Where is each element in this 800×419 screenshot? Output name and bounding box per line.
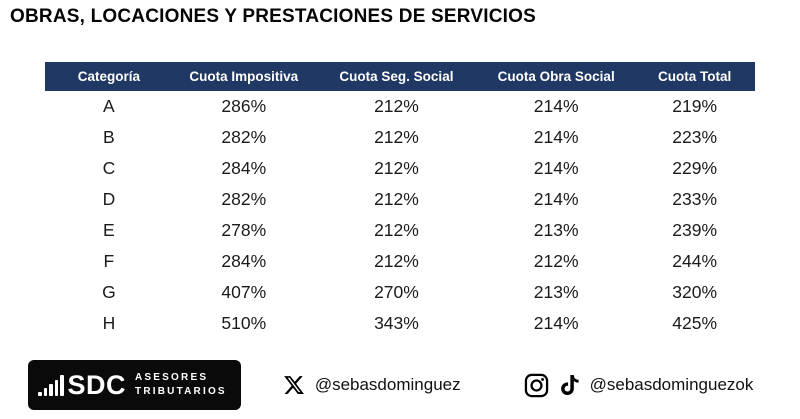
value-cell: 212% [478, 246, 635, 277]
value-cell: 282% [172, 184, 315, 215]
table-row: D 282% 212% 214% 233% [45, 184, 755, 215]
value-cell: 213% [478, 215, 635, 246]
value-cell: 213% [478, 277, 635, 308]
bar-chart-icon [38, 374, 64, 396]
value-cell: 214% [478, 91, 635, 122]
table-body: A 286% 212% 214% 219% B 282% 212% 214% 223% C 284% 2… [45, 91, 755, 339]
value-cell: 320% [634, 277, 755, 308]
value-cell: 278% [172, 215, 315, 246]
tiktok-icon [558, 373, 582, 397]
instagram-icon [523, 372, 550, 399]
ig-tiktok-social-block: @sebasdominguezok [523, 372, 754, 399]
table-row: B 282% 212% 214% 223% [45, 122, 755, 153]
value-cell: 425% [634, 308, 755, 339]
col-header-cuota-impositiva: Cuota Impositiva [172, 62, 315, 91]
value-cell: 233% [634, 184, 755, 215]
x-social-block: @sebasdominguez [283, 374, 461, 396]
table-row: E 278% 212% 213% 239% [45, 215, 755, 246]
footer: SDC ASESORES TRIBUTARIOS @sebasdominguez [28, 359, 753, 411]
value-cell: 229% [634, 153, 755, 184]
rates-table: Categoría Cuota Impositiva Cuota Seg. So… [45, 62, 755, 339]
value-cell: 244% [634, 246, 755, 277]
category-cell: A [45, 91, 173, 122]
value-cell: 510% [172, 308, 315, 339]
x-handle: @sebasdominguez [314, 375, 461, 394]
col-header-cuota-obra-social: Cuota Obra Social [478, 62, 635, 91]
logo-tagline-line2: TRIBUTARIOS [135, 386, 227, 397]
value-cell: 214% [478, 153, 635, 184]
value-cell: 219% [634, 91, 755, 122]
value-cell: 212% [314, 215, 479, 246]
table-row: A 286% 212% 214% 219% [45, 91, 755, 122]
table-header-row: Categoría Cuota Impositiva Cuota Seg. So… [45, 62, 755, 91]
sdc-logo: SDC ASESORES TRIBUTARIOS [28, 360, 241, 410]
value-cell: 239% [634, 215, 755, 246]
value-cell: 286% [172, 91, 315, 122]
category-cell: E [45, 215, 173, 246]
x-icon [283, 374, 305, 396]
value-cell: 212% [314, 153, 479, 184]
value-cell: 284% [172, 153, 315, 184]
value-cell: 214% [478, 122, 635, 153]
logo-tagline-line1: ASESORES [135, 372, 209, 383]
page-title: OBRAS, LOCACIONES Y PRESTACIONES DE SERV… [10, 6, 536, 27]
value-cell: 284% [172, 246, 315, 277]
value-cell: 223% [634, 122, 755, 153]
category-cell: H [45, 308, 173, 339]
category-cell: C [45, 153, 173, 184]
value-cell: 343% [314, 308, 479, 339]
logo-tagline: ASESORES TRIBUTARIOS [135, 371, 227, 399]
value-cell: 407% [172, 277, 315, 308]
value-cell: 270% [314, 277, 479, 308]
category-cell: D [45, 184, 173, 215]
value-cell: 212% [314, 91, 479, 122]
table-row: G 407% 270% 213% 320% [45, 277, 755, 308]
col-header-categoria: Categoría [45, 62, 173, 91]
table-row: C 284% 212% 214% 229% [45, 153, 755, 184]
value-cell: 282% [172, 122, 315, 153]
value-cell: 214% [478, 184, 635, 215]
category-cell: F [45, 246, 173, 277]
ig-tiktok-handle: @sebasdominguezok [589, 375, 754, 394]
col-header-cuota-total: Cuota Total [634, 62, 755, 91]
value-cell: 212% [314, 184, 479, 215]
category-cell: G [45, 277, 173, 308]
value-cell: 212% [314, 122, 479, 153]
col-header-cuota-seg-social: Cuota Seg. Social [314, 62, 479, 91]
category-cell: B [45, 122, 173, 153]
logo-brand-text: SDC [67, 369, 127, 400]
value-cell: 212% [314, 246, 479, 277]
table-row: F 284% 212% 212% 244% [45, 246, 755, 277]
value-cell: 214% [478, 308, 635, 339]
table-row: H 510% 343% 214% 425% [45, 308, 755, 339]
